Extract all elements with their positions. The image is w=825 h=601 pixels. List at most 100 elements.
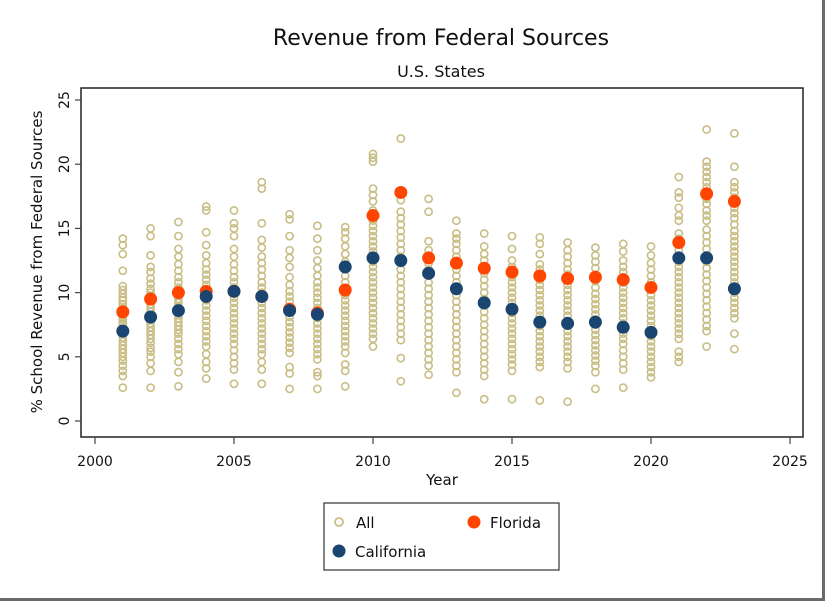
point-all: [646, 367, 656, 377]
point-all: [312, 329, 322, 339]
point-all: [451, 229, 461, 238]
point-all: [285, 262, 294, 272]
point-all: [563, 301, 572, 310]
point-all: [257, 329, 267, 339]
point-all: [312, 354, 322, 364]
point-all: [285, 338, 294, 348]
point-all: [702, 172, 711, 182]
x-tick-label: 2005: [216, 454, 252, 470]
point-all: [229, 324, 239, 333]
point-all: [368, 334, 378, 344]
point-all: [312, 288, 322, 297]
point-all: [507, 293, 517, 303]
legend-florida-marker: [467, 515, 481, 529]
point-all: [229, 223, 239, 233]
point-all: [563, 336, 572, 346]
point-all: [674, 188, 684, 197]
point-california: [394, 254, 408, 267]
point-all: [591, 384, 600, 394]
point-all: [229, 379, 239, 389]
point-all: [535, 249, 545, 259]
point-all: [340, 381, 350, 391]
point-all: [312, 344, 322, 354]
point-all: [368, 298, 378, 308]
point-all: [146, 262, 155, 272]
point-all: [535, 259, 545, 269]
point-all: [118, 234, 128, 244]
x-axis: 2000 2005 2010 2015 2020 2025: [77, 437, 808, 470]
point-all: [535, 232, 545, 242]
point-all: [173, 349, 183, 359]
point-all: [618, 293, 628, 303]
point-all: [507, 354, 517, 364]
point-all: [674, 357, 684, 367]
point-all: [618, 256, 628, 265]
point-california: [644, 325, 658, 339]
legend-california-label: California: [355, 543, 426, 561]
point-california: [616, 320, 630, 334]
point-all: [730, 213, 739, 223]
point-california: [283, 304, 297, 318]
point-all: [618, 239, 628, 249]
point-all: [257, 308, 267, 318]
point-all: [312, 349, 322, 359]
point-all: [535, 347, 545, 357]
point-all: [368, 221, 378, 231]
point-all: [257, 344, 267, 354]
point-all: [285, 209, 294, 219]
point-all: [674, 319, 684, 328]
point-florida: [561, 271, 575, 285]
point-all: [340, 316, 350, 326]
point-all: [368, 277, 378, 287]
point-all: [396, 353, 406, 363]
point-california: [171, 304, 185, 318]
point-all: [674, 216, 684, 226]
point-all: [201, 270, 211, 280]
point-all: [730, 182, 739, 192]
point-all: [702, 177, 711, 187]
legend-california-marker: [332, 544, 346, 558]
point-all: [368, 241, 378, 251]
point-all: [646, 357, 656, 367]
point-all: [618, 383, 628, 393]
point-all: [507, 329, 517, 339]
point-all: [285, 245, 294, 255]
point-all: [646, 352, 656, 362]
point-all: [340, 336, 350, 346]
point-all: [646, 295, 656, 305]
point-all: [451, 239, 461, 249]
point-all: [618, 303, 628, 313]
point-all: [173, 339, 183, 349]
point-all: [479, 241, 489, 251]
point-all: [507, 244, 517, 254]
point-all: [451, 388, 461, 398]
point-florida: [644, 280, 658, 294]
point-all: [702, 162, 711, 172]
point-all: [173, 231, 183, 241]
point-all: [730, 267, 739, 277]
point-all: [730, 177, 739, 187]
point-all: [730, 329, 739, 339]
chart-title: Revenue from Federal Sources: [273, 26, 609, 51]
point-all: [312, 283, 322, 292]
point-all: [535, 295, 545, 305]
point-all: [201, 275, 211, 285]
point-all: [674, 324, 684, 333]
point-all: [507, 283, 517, 292]
point-all: [730, 308, 739, 318]
point-all: [312, 384, 322, 394]
y-tick-label: 0: [57, 417, 73, 426]
point-all: [229, 303, 239, 313]
point-florida: [144, 292, 158, 306]
point-all: [229, 298, 239, 308]
point-all: [368, 267, 378, 277]
point-all: [340, 295, 350, 305]
point-all: [730, 231, 739, 241]
point-all: [229, 329, 239, 339]
legend-all-marker: [334, 517, 344, 527]
y-axis-label: % School Revenue from Federal Sources: [28, 110, 46, 413]
point-all: [312, 371, 322, 381]
point-all: [146, 352, 155, 362]
point-all: [674, 203, 684, 213]
legend: All Florida California: [323, 502, 560, 571]
